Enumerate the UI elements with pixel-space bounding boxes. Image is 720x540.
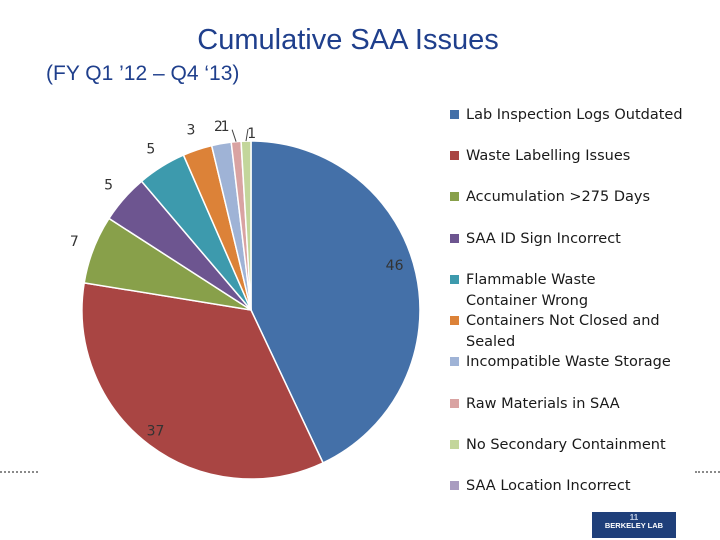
berkeley-lab-logo: 11 BERKELEY LAB	[592, 512, 676, 538]
dotted-divider-left	[0, 471, 38, 473]
chart-legend: Lab Inspection Logs Outdated Waste Labell…	[450, 0, 715, 540]
chart-title: Cumulative SAA Issues	[197, 24, 499, 56]
data-label-raw-materials-in-saa: 1	[221, 119, 230, 135]
legend-label: Containers Not Closed and Sealed	[466, 313, 660, 350]
legend-item-incompatible-waste-storage: Incompatible Waste Storage	[450, 352, 686, 373]
leader-line-raw-materials-in-saa	[231, 129, 237, 142]
data-label-waste-labelling-issues: 37	[147, 423, 165, 439]
legend-swatch	[450, 399, 459, 408]
legend-swatch	[450, 357, 459, 366]
legend-label: No Secondary Containment	[466, 437, 666, 453]
legend-item-no-secondary-containment: No Secondary Containment	[450, 435, 686, 456]
data-label-accumulation-275-days: 7	[70, 234, 79, 250]
data-label-flammable-waste-container-wrong: 5	[146, 141, 155, 157]
dotted-divider-right	[695, 471, 720, 473]
legend-item-containers-not-closed-and-sealed: Containers Not Closed and Sealed	[450, 311, 666, 353]
legend-item-accumulation-275-days: Accumulation >275 Days	[450, 187, 686, 208]
legend-label: Accumulation >275 Days	[466, 189, 651, 205]
legend-label: Raw Materials in SAA	[466, 396, 620, 412]
data-label-lab-inspection-logs-outdated: 46	[386, 258, 404, 274]
legend-swatch	[450, 151, 459, 160]
legend-swatch	[450, 275, 459, 284]
leader-line-no-secondary-containment	[245, 129, 249, 142]
legend-label: Waste Labelling Issues	[466, 148, 631, 164]
legend-label: Lab Inspection Logs Outdated	[466, 107, 683, 123]
legend-label: Flammable Waste Container Wrong	[466, 272, 596, 309]
data-label-no-secondary-containment: 1	[247, 126, 256, 142]
legend-item-waste-labelling-issues: Waste Labelling Issues	[450, 146, 686, 167]
legend-item-flammable-waste-container-wrong: Flammable Waste Container Wrong	[450, 270, 666, 312]
legend-swatch	[450, 440, 459, 449]
legend-swatch	[450, 110, 459, 119]
legend-label: SAA ID Sign Incorrect	[466, 231, 621, 247]
chart-subtitle: (FY Q1 ’12 – Q4 ‘13)	[46, 62, 240, 85]
legend-item-saa-location-incorrect: SAA Location Incorrect	[450, 476, 686, 497]
legend-item-saa-id-sign-incorrect: SAA ID Sign Incorrect	[450, 229, 686, 250]
page-number: 11	[629, 513, 639, 522]
legend-item-raw-materials-in-saa: Raw Materials in SAA	[450, 394, 686, 415]
legend-label: SAA Location Incorrect	[466, 478, 631, 494]
legend-swatch	[450, 192, 459, 201]
legend-swatch	[450, 234, 459, 243]
data-label-incompatible-waste-storage: 2	[214, 119, 223, 135]
data-label-saa-id-sign-incorrect: 5	[104, 177, 113, 193]
legend-item-lab-inspection-logs-outdated: Lab Inspection Logs Outdated	[450, 105, 686, 126]
data-label-containers-not-closed-and-sealed: 3	[186, 123, 195, 139]
logo-text: BERKELEY LAB	[604, 521, 664, 530]
legend-label: Incompatible Waste Storage	[466, 354, 671, 370]
legend-swatch	[450, 481, 459, 490]
legend-swatch	[450, 316, 459, 325]
pie-slice-lab-inspection-logs-outdated	[250, 140, 421, 464]
pie-slice-waste-labelling-issues	[81, 281, 325, 480]
